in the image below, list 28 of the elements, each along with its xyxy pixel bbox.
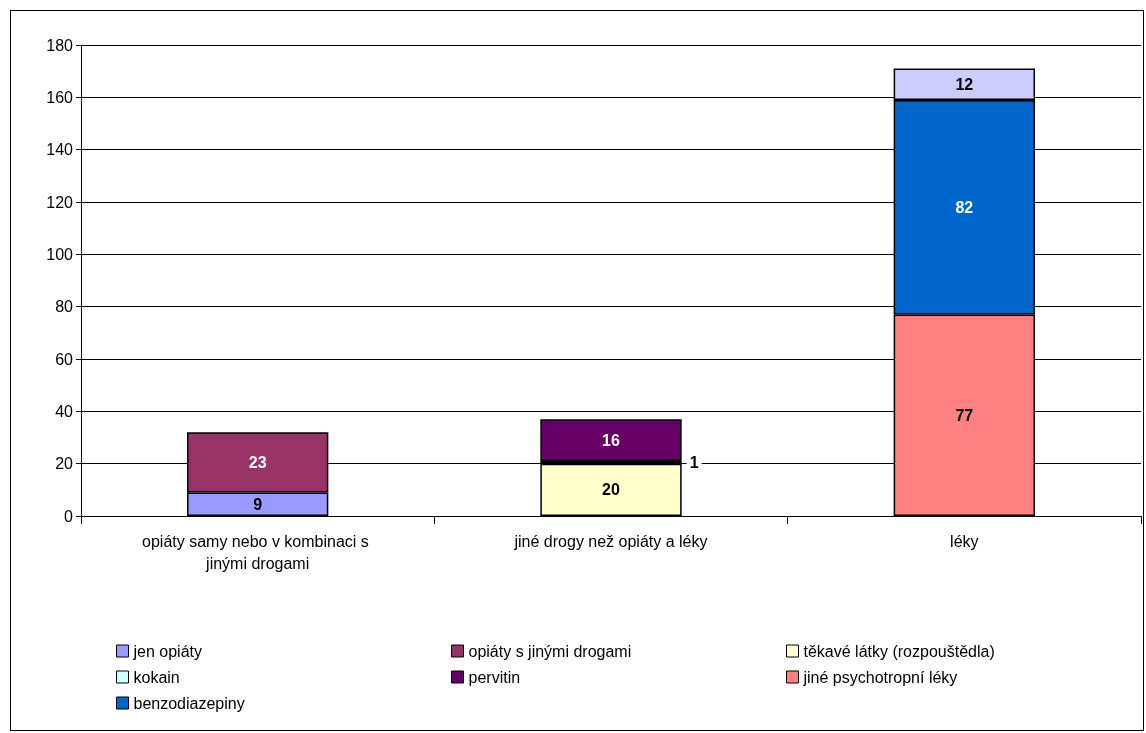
- y-tick-label: 60: [55, 350, 74, 368]
- data-label: 23: [248, 453, 267, 471]
- y-tick-label: 0: [64, 507, 74, 525]
- data-label: 16: [602, 431, 620, 449]
- legend-label: těkavé látky (rozpouštědla): [803, 642, 995, 660]
- legend-label: opiáty s jinými drogami: [468, 642, 632, 660]
- legend-label: jen opiáty: [132, 642, 202, 660]
- data-label: 77: [955, 406, 974, 424]
- data-label: 20: [602, 481, 620, 499]
- x-tick-label: léky: [950, 532, 979, 550]
- y-tick-label: 120: [46, 193, 74, 211]
- y-tick-label: 40: [55, 402, 74, 420]
- data-label: 9: [253, 495, 263, 513]
- y-tick-label: 100: [46, 245, 74, 263]
- legend-label: pervitin: [468, 668, 521, 686]
- y-tick-label: 80: [55, 298, 74, 316]
- legend-label: benzodiazepiny: [133, 694, 245, 712]
- y-tick-label: 20: [55, 455, 74, 473]
- x-tick-label: opiáty samy nebo v kombinaci s jinými drogami: [142, 532, 374, 572]
- x-tick-label: jiné drogy než opiáty a léky: [513, 532, 708, 550]
- data-label: 1: [689, 453, 699, 471]
- data-label: 82: [955, 198, 974, 216]
- data-label: 12: [955, 75, 974, 93]
- y-tick-label: 160: [46, 88, 74, 106]
- y-tick-label: 140: [46, 141, 74, 159]
- y-tick-label: 180: [46, 36, 74, 54]
- legend-label: jiné psychotropní léky: [802, 668, 958, 686]
- legend-label: kokain: [133, 668, 180, 686]
